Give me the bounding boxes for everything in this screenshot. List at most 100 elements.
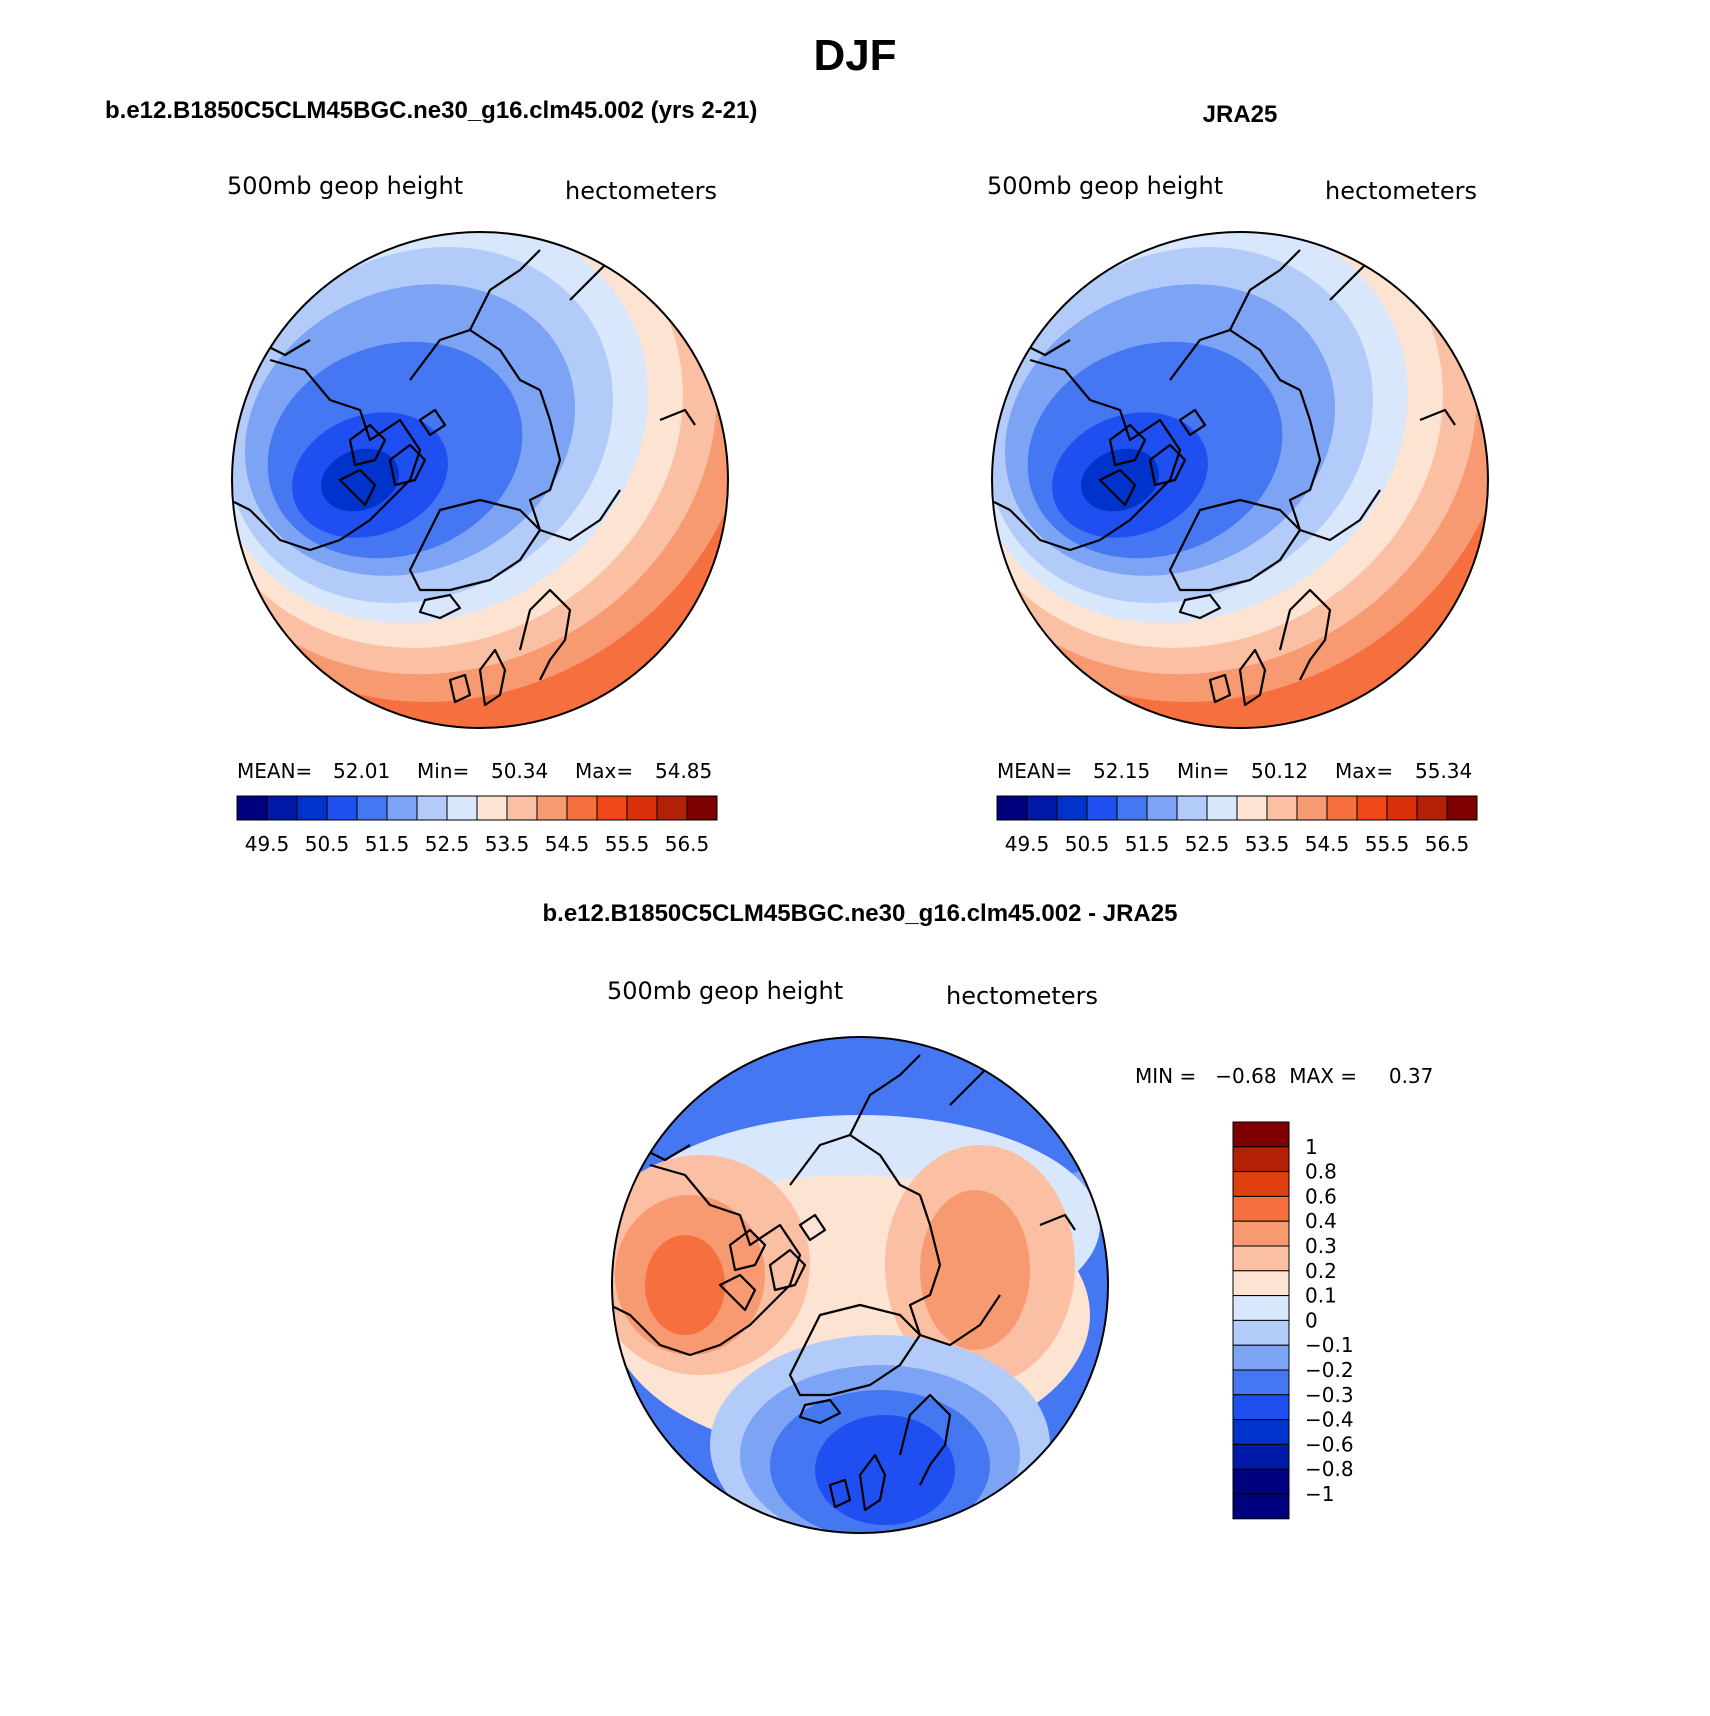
panel-diff-colorbar-tick-label: 0.8 [1305,1160,1337,1184]
panel-diff-colorbar-swatch [1232,1220,1290,1247]
panel-model-colorbar-swatch [506,795,538,821]
panel-model-colorbar-swatch [266,795,298,821]
panel-obs-colorbar-tick-label: 55.5 [1365,832,1410,856]
panel-model-colorbar-swatch [236,795,268,821]
panel-model-units-label: hectometers [565,177,717,205]
panel-obs-colorbar-swatch [1266,795,1298,821]
panel-diff-colorbar-swatch [1232,1468,1290,1495]
panel-obs-min-label: Min= [1177,759,1229,783]
panel-model-colorbar-swatch [296,795,328,821]
panel-diff-colorbar-tick-label: 0.2 [1305,1259,1337,1283]
panel-diff-colorbar-tick-label: 0.3 [1305,1234,1337,1258]
panel-diff-colorbar-swatch [1232,1344,1290,1371]
panel-diff-colorbar-tick-label: 0.6 [1305,1184,1337,1208]
panel-diff-map [612,1037,1108,1533]
panel-model-min-value: 50.34 [491,759,548,783]
panel-obs-min-value: 50.12 [1251,759,1308,783]
panel-model-colorbar-tick-label: 50.5 [305,832,350,856]
panel-obs-colorbar-swatch [1296,795,1328,821]
panel-diff-colorbar-swatch [1232,1146,1290,1173]
panel-obs-colorbar-tick-label: 54.5 [1305,832,1350,856]
panel-obs-colorbar-swatch [1116,795,1148,821]
contour-band [815,1415,955,1525]
panel-obs-colorbar-tick-label: 49.5 [1005,832,1050,856]
panel-obs-colorbar-swatch [1416,795,1448,821]
panel-model-colorbar-swatch [476,795,508,821]
panel-diff-colorbar-swatch [1232,1394,1290,1421]
panel-model-field [232,232,728,728]
panel-diff-colorbar-swatch [1232,1270,1290,1297]
panel-model-stats: MEAN= 52.01 Min= 50.34 Max= 54.85 [237,759,712,783]
panel-diff-colorbar-swatch [1232,1419,1290,1445]
contour-band [1081,448,1159,512]
panel-diff-map-border [611,1036,1109,1534]
panel-diff-colorbar-swatch [1232,1245,1290,1272]
panel-diff-colorbar-swatch [1232,1443,1290,1470]
panel-model-colorbar-swatch [596,795,628,821]
panel-obs-stats: MEAN= 52.15 Min= 50.12 Max= 55.34 [997,759,1472,783]
panel-model-title: b.e12.B1850C5CLM45BGC.ne30_g16.clm45.002… [105,97,757,124]
panel-model-colorbar-tick-label: 52.5 [425,832,470,856]
panel-model-colorbar-swatch [656,795,688,821]
panel-model-max-label: Max= [575,759,633,783]
panel-diff-colorbar-tick-label: 0.4 [1305,1209,1337,1233]
panel-model-colorbar-tick-label: 55.5 [605,832,650,856]
panel-obs-colorbar-tick-label: 53.5 [1245,832,1290,856]
panel-model-mean-label: MEAN= [237,759,312,783]
panel-obs-colorbar-swatch [1446,795,1478,821]
panel-obs-colorbar-swatch [1326,795,1358,821]
panel-obs: JRA25 500mb geop height hectometers MEAN… [987,101,1489,856]
panel-obs-colorbar-swatch [1386,795,1418,821]
panel-obs-mean-value: 52.15 [1093,759,1150,783]
panel-diff-colorbar-swatch [1232,1171,1290,1197]
panel-obs-colorbar-swatch [996,795,1028,821]
panel-obs-colorbar-swatch [1146,795,1178,821]
panel-obs-colorbar-swatch [1236,795,1268,821]
panel-diff-colorbar-tick-label: 0.1 [1305,1284,1337,1308]
panel-diff-colorbar-tick-label: −0.6 [1305,1432,1354,1456]
panel-model: b.e12.B1850C5CLM45BGC.ne30_g16.clm45.002… [105,97,757,856]
panel-model-colorbar-swatch [626,795,658,821]
panel-model-colorbar-swatch [446,795,478,821]
panel-diff-variable-label: 500mb geop height [607,977,843,1005]
panel-obs-colorbar-swatch [1026,795,1058,821]
panel-model-colorbar-swatch [686,795,718,821]
panel-diff-colorbar-tick-label: 0 [1305,1308,1318,1332]
panel-model-colorbar-swatch [566,795,598,821]
panel-model-colorbar-swatch [536,795,568,821]
panel-model-colorbar-tick-label: 51.5 [365,832,410,856]
panel-model-colorbar-tick-label: 49.5 [245,832,290,856]
panel-diff-title: b.e12.B1850C5CLM45BGC.ne30_g16.clm45.002… [543,900,1178,927]
panel-diff-colorbar-swatch [1232,1121,1290,1148]
panel-obs-units-label: hectometers [1325,177,1477,205]
panel-diff-units-label: hectometers [946,982,1098,1010]
panel-model-min-label: Min= [417,759,469,783]
panel-model-mean-value: 52.01 [333,759,390,783]
panel-obs-colorbar-tick-label: 52.5 [1185,832,1230,856]
panel-model-map [232,232,728,728]
panel-diff: b.e12.B1850C5CLM45BGC.ne30_g16.clm45.002… [543,900,1433,1534]
panel-model-colorbar: 49.5 50.5 51.5 52.5 53.5 54.5 55.5 56.5 [236,795,718,856]
panel-model-colorbar-swatch [326,795,358,821]
panel-diff-colorbar-swatch [1232,1319,1290,1346]
panel-model-map-border [231,231,729,729]
panel-obs-colorbar-swatch [1086,795,1118,821]
panel-obs-colorbar-swatch [1176,795,1208,821]
panel-obs-colorbar-swatch [1056,795,1088,821]
page-title: DJF [813,31,896,80]
panel-diff-minmax: MIN = −0.68 MAX = 0.37 [1135,1064,1433,1088]
panel-model-colorbar-tick-label: 56.5 [665,832,710,856]
panel-diff-colorbar-swatch [1232,1369,1290,1396]
panel-obs-colorbar-tick-label: 51.5 [1125,832,1170,856]
panel-model-variable-label: 500mb geop height [227,172,463,200]
panel-model-colorbar-tick-label: 54.5 [545,832,590,856]
panel-model-max-value: 54.85 [655,759,712,783]
panel-obs-colorbar-swatch [1356,795,1388,821]
panel-obs-colorbar-tick-label: 56.5 [1425,832,1470,856]
panel-obs-colorbar-tick-label: 50.5 [1065,832,1110,856]
panel-diff-colorbar-tick-label: −0.1 [1305,1333,1354,1357]
contour-band [645,1235,725,1335]
panel-diff-colorbar-tick-label: −1 [1305,1482,1334,1506]
panel-diff-colorbar-tick-label: 1 [1305,1135,1318,1159]
